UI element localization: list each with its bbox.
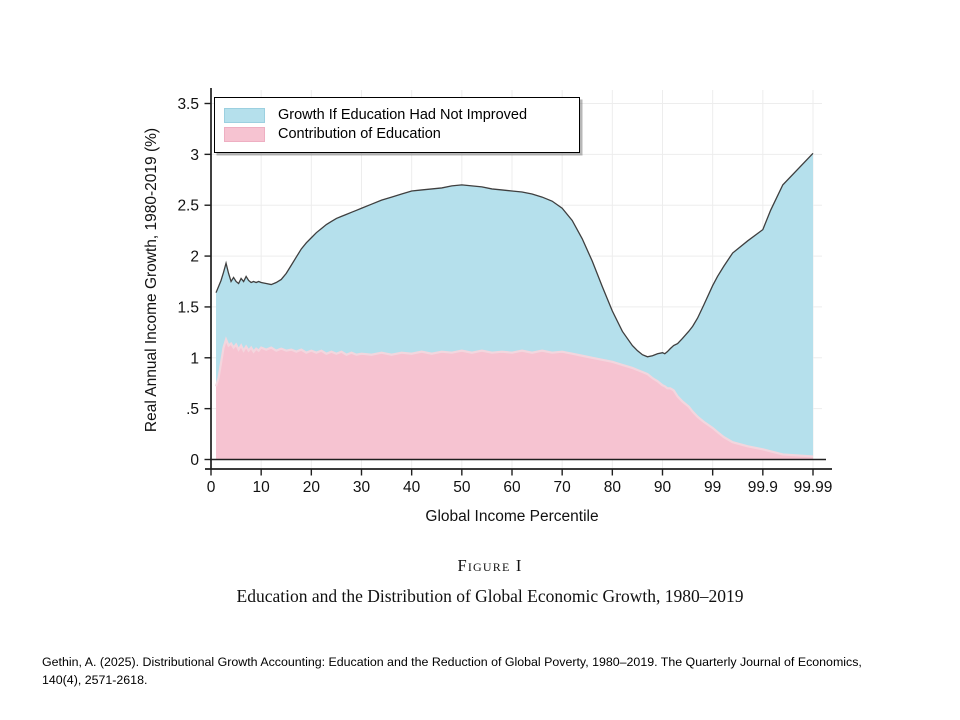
- figure-title: Education and the Distribution of Global…: [236, 586, 744, 606]
- svg-text:40: 40: [403, 479, 421, 496]
- chart-legend: Growth If Education Had Not Improved Con…: [214, 97, 580, 153]
- svg-text:2: 2: [190, 249, 199, 266]
- legend-label: Growth If Education Had Not Improved: [278, 107, 528, 124]
- figure-number: Figure I: [457, 556, 523, 575]
- svg-text:0: 0: [190, 452, 199, 469]
- svg-text:70: 70: [554, 479, 572, 496]
- legend-item-counterfactual: Growth If Education Had Not Improved: [224, 108, 579, 123]
- svg-text:3.5: 3.5: [177, 96, 199, 113]
- legend-item-education: Contribution of Education: [224, 127, 579, 142]
- axes: [204, 88, 832, 476]
- x-axis-title: Global Income Percentile: [425, 508, 599, 525]
- education-edge-line: [214, 336, 814, 458]
- legend-swatch-pink: [224, 127, 265, 142]
- svg-text:99.99: 99.99: [794, 479, 833, 496]
- svg-text:90: 90: [654, 479, 672, 496]
- y-axis-title: Real Annual Income Growth, 1980-2019 (%): [143, 127, 160, 433]
- svg-text:99: 99: [704, 479, 721, 496]
- legend-label: Contribution of Education: [278, 126, 441, 143]
- svg-text:20: 20: [303, 479, 321, 496]
- svg-text:1.5: 1.5: [177, 299, 199, 316]
- svg-text:1: 1: [190, 350, 199, 367]
- svg-text:50: 50: [453, 479, 471, 496]
- legend-swatch-blue: [224, 108, 265, 123]
- svg-text:.5: .5: [186, 401, 199, 418]
- svg-text:0: 0: [207, 479, 216, 496]
- svg-text:60: 60: [503, 479, 521, 496]
- svg-text:10: 10: [253, 479, 271, 496]
- counterfactual-edge-line: [215, 152, 814, 358]
- education-area: [216, 339, 813, 460]
- svg-text:30: 30: [353, 479, 371, 496]
- svg-text:80: 80: [604, 479, 622, 496]
- x-tick-labels: 0 10 20 30 40 50 60 70 80 90 99 99.9 99.99: [207, 479, 833, 496]
- counterfactual-area: [216, 153, 813, 457]
- svg-text:2.5: 2.5: [177, 198, 199, 215]
- svg-text:99.9: 99.9: [748, 479, 778, 496]
- citation: Gethin, A. (2025). Distributional Growth…: [42, 655, 862, 687]
- y-tick-labels: 0 .5 1 1.5 2 2.5 3 3.5: [177, 96, 199, 469]
- svg-text:3: 3: [190, 147, 199, 164]
